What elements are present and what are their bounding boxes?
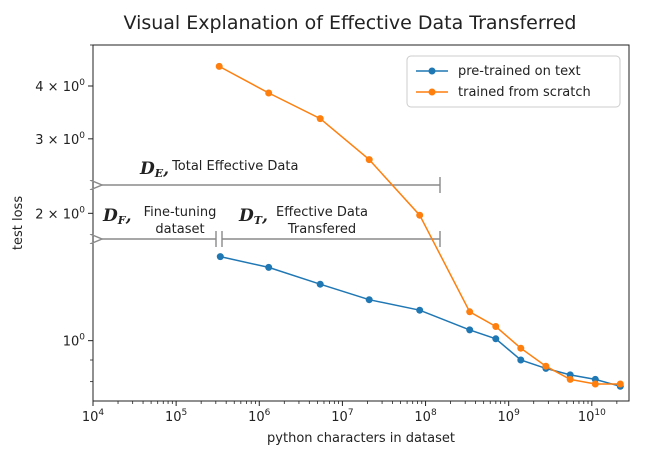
dt-line1: Effective Data [276,205,368,220]
y-tick-label: 3 × 100 [35,131,85,148]
x-tick-label: 104 [82,408,105,425]
data-point-s1-10 [591,380,599,388]
y-tick-label: 2 × 100 [35,205,85,222]
x-tick-label: 109 [498,408,521,425]
data-point-s0-7 [517,356,525,364]
x-axis-label: python characters in dataset [267,431,455,446]
data-point-s0-1 [265,263,273,271]
y-axis-label: test loss [11,196,26,250]
de-symbol: D [139,159,155,179]
data-point-s1-1 [265,89,273,97]
df-symbol: D [102,206,118,226]
data-point-s1-9 [566,375,574,383]
axes-layer: 104 105 106 107 108 109 1010 4 × 100 3 × 100 2 × … [35,44,618,425]
data-point-s0-0 [216,253,224,261]
data-point-s0-4 [416,306,424,314]
data-point-s1-11 [616,380,624,388]
annotations: DE, Total Effective Data DF, Fine-tuning … [102,159,441,247]
x-tick-label: 105 [165,408,187,425]
dt-subscript: T [254,214,263,227]
legend-marker-pretrained [428,67,436,75]
series-layer [215,62,624,390]
y-tick-label: 4 × 100 [35,78,85,95]
df-subscript: F [117,214,127,227]
de-label: DE, Total Effective Data [139,159,298,180]
data-point-s0-3 [365,296,373,304]
x-tick-label: 107 [331,408,353,425]
data-point-s1-7 [517,344,525,352]
de-text: Total Effective Data [171,159,298,174]
legend-label-pretrained: pre-trained on text [458,64,581,79]
de-subscript: E [154,167,164,180]
data-point-s0-2 [316,280,324,288]
df-label: DF, [102,206,131,227]
data-point-s0-5 [466,326,474,334]
df-line1: Fine-tuning [144,205,217,220]
legend: pre-trained on text trained from scratch [406,55,621,108]
series-line-0 [220,255,621,388]
data-point-s1-0 [215,62,223,70]
df-line2: dataset [155,222,204,237]
data-point-s1-2 [316,115,324,123]
data-point-s1-5 [466,308,474,316]
data-point-s1-6 [492,323,500,330]
legend-box [406,55,621,108]
data-point-s1-8 [542,362,550,370]
legend-label-scratch: trained from scratch [458,85,591,100]
dt-symbol: D [238,206,254,226]
data-point-s1-4 [416,211,424,219]
dt-line2: Transfered [287,222,356,237]
series-line-1 [218,65,621,385]
y-tick-label: 100 [63,333,86,350]
dt-label: DT, [238,206,268,227]
chart-title: Visual Explanation of Effective Data Tra… [123,12,576,34]
x-tick-label: 108 [414,408,437,425]
x-tick-label: 1010 [578,408,606,425]
x-tick-label: 106 [248,408,271,425]
data-point-s1-3 [365,156,373,164]
data-point-s0-6 [492,335,500,343]
legend-marker-scratch [428,88,436,96]
plot-frame [92,44,630,402]
